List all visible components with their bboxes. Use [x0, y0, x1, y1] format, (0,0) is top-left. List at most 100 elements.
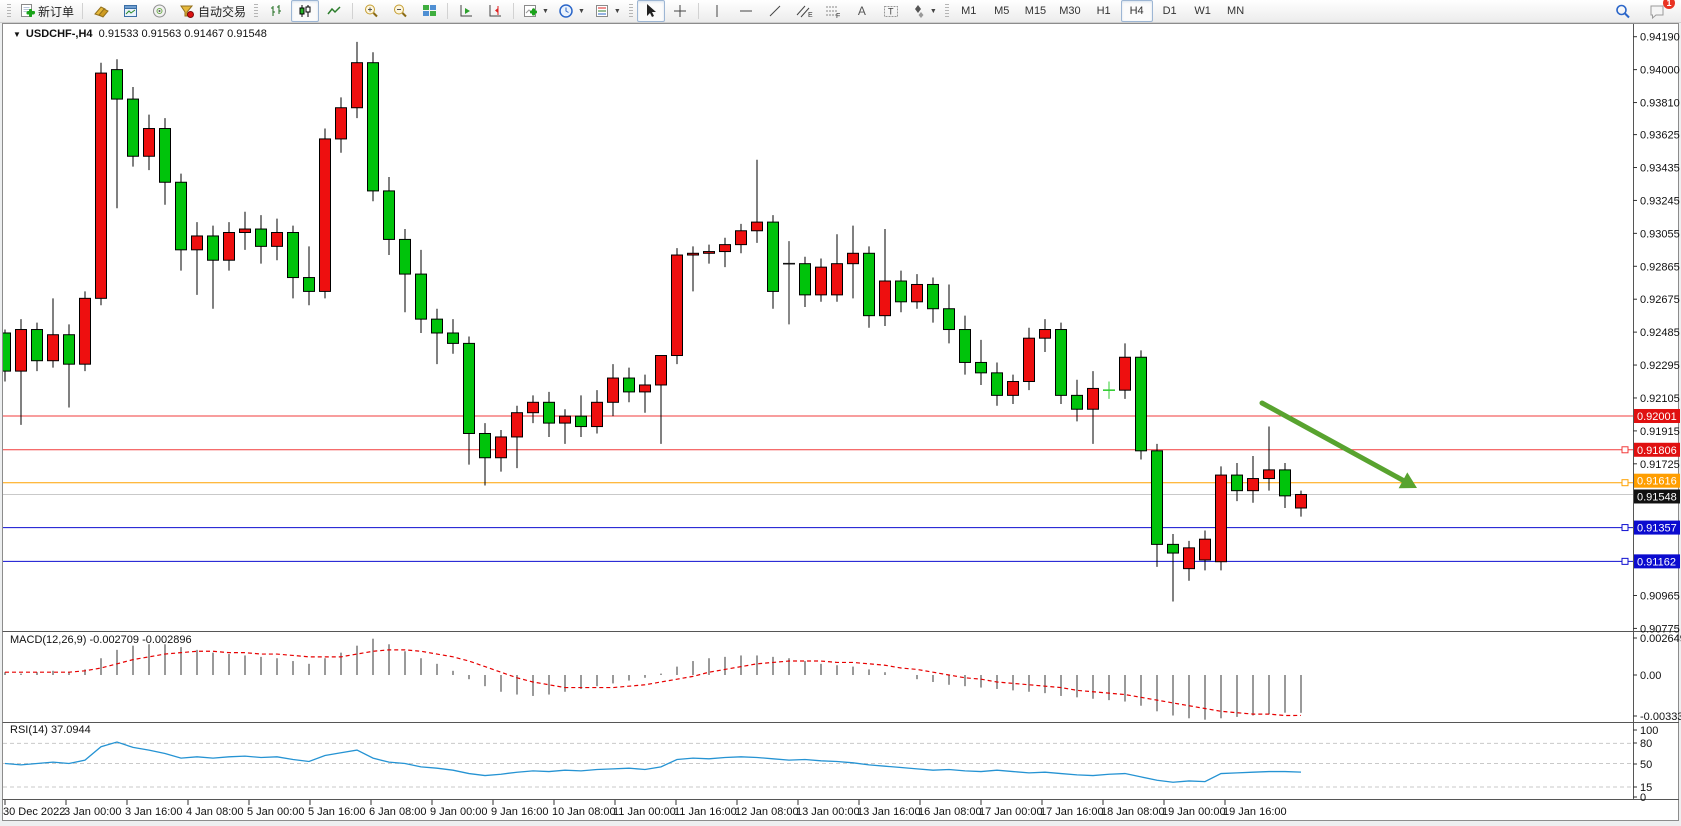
auto-scroll-button[interactable] — [452, 0, 480, 22]
time-tick-label: 11 Jan 16:00 — [674, 806, 737, 818]
candle-body — [1183, 547, 1195, 570]
vertical-line-tool-button[interactable] — [703, 0, 731, 22]
price-line-badge — [1634, 520, 1680, 535]
cursor-tool-button[interactable] — [636, 0, 665, 22]
indicators-icon — [524, 5, 538, 17]
price-tick-label: 0.91725 — [1640, 459, 1680, 471]
time-tick-label: 3 Jan 16:00 — [125, 806, 183, 818]
macd-axis-label: -0.003333 — [1640, 711, 1681, 723]
bar-chart-button[interactable] — [262, 0, 290, 22]
arrows-tool-button[interactable]: ▼ — [906, 0, 941, 22]
main-toolbar: 新订单 自动交易 ▼ — [0, 0, 1681, 23]
price-tick-label: 0.92485 — [1640, 327, 1680, 339]
toolbar-drag-handle[interactable] — [254, 4, 259, 18]
toolbar-drag-handle[interactable] — [628, 4, 633, 18]
candle-body — [447, 332, 459, 344]
time-tick-label: 5 Jan 16:00 — [308, 806, 366, 818]
time-tick-label: 9 Jan 16:00 — [491, 806, 549, 818]
search-button[interactable] — [1609, 0, 1637, 22]
arrows-tool-icon — [914, 5, 924, 18]
chart-window-icon — [123, 5, 137, 17]
market-watch-button[interactable] — [87, 0, 115, 22]
candle-body — [1295, 493, 1307, 509]
macd-axis-label: 0.002649 — [1640, 633, 1681, 645]
fibonacci-icon: F — [825, 6, 840, 19]
periods-dropdown-caret[interactable]: ▼ — [577, 7, 585, 15]
timeframe-m1-button[interactable]: M1 — [961, 5, 977, 17]
price-tick-label: 0.94190 — [1640, 32, 1680, 44]
text-label-tool-button[interactable]: T — [877, 0, 905, 22]
candle-body — [255, 228, 267, 247]
navigator-button[interactable] — [145, 0, 173, 22]
timeframe-w1-button[interactable]: W1 — [1194, 5, 1211, 17]
chart-shift-button[interactable] — [481, 0, 509, 22]
zoom-out-icon — [393, 4, 407, 18]
timeframe-mn-button[interactable]: MN — [1227, 5, 1245, 17]
toolbar-drag-handle[interactable] — [7, 4, 11, 18]
zoom-out-button[interactable] — [386, 0, 414, 22]
line-handle — [1621, 446, 1629, 454]
text-tool-button[interactable]: A — [848, 0, 876, 22]
zoom-in-button[interactable] — [357, 0, 385, 22]
templates-dropdown-caret[interactable]: ▼ — [613, 7, 621, 15]
candlestick-chart-button[interactable] — [291, 0, 320, 22]
trendline-icon — [769, 5, 781, 17]
chart-window-button[interactable] — [116, 0, 144, 22]
candle-body — [911, 283, 923, 303]
candle-body — [767, 221, 779, 292]
auto-trading-button[interactable]: 自动交易 — [174, 0, 250, 22]
time-tick-label: 30 Dec 2022 — [3, 806, 65, 818]
price-line-badge-label: 0.91806 — [1637, 445, 1677, 457]
timeframe-m15-button[interactable]: M15 — [1024, 5, 1047, 17]
tile-windows-button[interactable] — [415, 0, 443, 22]
trendline-tool-button[interactable] — [761, 0, 789, 22]
macd-axis-label: 0.00 — [1640, 670, 1661, 682]
price-tick-label: 0.94000 — [1640, 65, 1680, 77]
periods-button[interactable]: ▼ — [554, 0, 589, 22]
templates-button[interactable]: ▼ — [590, 0, 625, 22]
macd-indicator-label: MACD(12,26,9) -0.002709 -0.002896 — [10, 634, 192, 646]
trend-arrow — [1259, 400, 1406, 483]
toolbar-separator — [82, 3, 84, 19]
candle-body — [47, 334, 59, 362]
new-order-button[interactable]: 新订单 — [15, 0, 78, 22]
notifications-button[interactable]: 1 — [1643, 0, 1675, 22]
candle-body — [1231, 474, 1243, 492]
auto-scroll-icon — [460, 5, 472, 17]
chart-shift-icon — [489, 5, 501, 17]
toolbar-drag-handle[interactable] — [944, 4, 949, 18]
indicators-button[interactable]: ▼ — [518, 0, 553, 22]
macd-name: MACD(12,26,9) — [10, 634, 87, 646]
timeframe-h1-button[interactable]: H1 — [1096, 5, 1111, 17]
fibo-letter: F — [836, 13, 840, 19]
time-tick-label: 13 Jan 00:00 — [796, 806, 860, 818]
candle-body — [703, 251, 715, 254]
candle-body — [351, 62, 363, 109]
line-handle — [1621, 524, 1629, 532]
candle-body — [1039, 329, 1051, 339]
chart-title[interactable]: ▼ USDCHF-,H4 0.91533 0.91563 0.91467 0.91… — [13, 28, 267, 40]
candle-body — [415, 273, 427, 320]
candle-body — [95, 72, 107, 299]
candle-body — [1199, 538, 1211, 561]
fibonacci-tool-button[interactable]: F — [819, 0, 847, 22]
timeframe-m30-button[interactable]: M30 — [1059, 5, 1081, 17]
timeframe-h4-button[interactable]: H4 — [1120, 0, 1153, 22]
price-level-lines — [3, 415, 1633, 562]
candle-body — [239, 228, 251, 233]
indicators-dropdown-caret[interactable]: ▼ — [542, 7, 549, 15]
arrows-dropdown-caret[interactable]: ▼ — [929, 7, 937, 15]
candle-body — [431, 318, 443, 334]
tile-windows-icon — [422, 5, 436, 16]
channel-tool-button[interactable]: E — [790, 0, 818, 22]
horizontal-line-tool-button[interactable] — [732, 0, 760, 22]
candle-body — [271, 231, 283, 247]
timeframe-m5-button[interactable]: M5 — [994, 5, 1010, 17]
timeframe-d1-button[interactable]: D1 — [1162, 5, 1177, 17]
line-chart-button[interactable] — [320, 0, 348, 22]
chart-dropdown-icon[interactable]: ▼ — [13, 30, 21, 39]
candle-body — [815, 266, 827, 296]
templates-icon — [595, 5, 608, 17]
crosshair-tool-button[interactable] — [666, 0, 694, 22]
